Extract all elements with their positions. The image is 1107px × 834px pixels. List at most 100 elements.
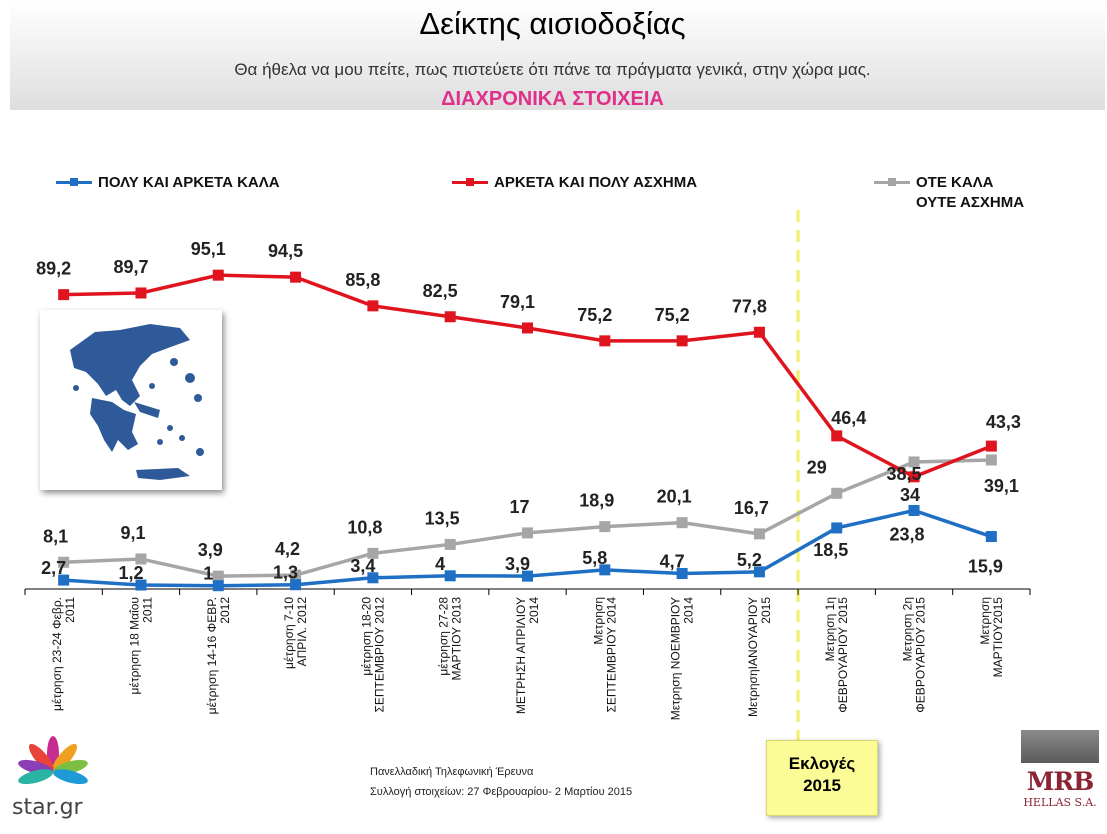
series-bad-data-label: 34 xyxy=(900,485,920,505)
series-bad-point xyxy=(522,322,533,334)
x-tick-label-line: ΜετρησηΙΑΝΟΥΑΡΙΟΥ xyxy=(746,597,760,717)
series-neutral-data-label: 29 xyxy=(807,457,827,477)
legend-neutral-label: ΟΤΕ ΚΑΛΑ ΟΥΤΕ ΑΣΧΗΜΑ xyxy=(916,173,1024,213)
elections-label: Εκλογές xyxy=(788,754,856,773)
series-neutral-point xyxy=(290,569,302,581)
greece-map xyxy=(40,310,222,490)
series-bad-data-label: 85,8 xyxy=(345,270,380,290)
series-good-point xyxy=(58,574,70,586)
series-neutral-data-label: 9,1 xyxy=(120,523,145,543)
star-logo xyxy=(8,732,98,822)
series-bad-data-label: 77,8 xyxy=(732,296,767,316)
x-tick-label: ΜετρησηΣΕΠΤΕΜΒΡΙΟΥ 2014 xyxy=(591,597,618,713)
series-good-point xyxy=(444,570,456,582)
series-neutral-point xyxy=(753,528,765,540)
series-neutral-data-label: 3,9 xyxy=(198,540,223,560)
x-tick-label: μέτρηση 23-24 Φεβρ.2011 xyxy=(50,597,77,711)
series-bad-point xyxy=(212,269,224,281)
legend-neutral-label-line1: ΟΤΕ ΚΑΛΑ xyxy=(916,174,994,191)
mrb-logo-subtext: HELLAS S.A. xyxy=(1023,796,1097,809)
series-neutral-point xyxy=(444,538,456,550)
greece-map-icon xyxy=(70,324,204,480)
series-neutral-point xyxy=(908,456,920,468)
x-tick-label: μέτρηση 18-20ΣΕΠΤΕΜΒΡΙΟΥ 2012 xyxy=(359,597,386,713)
x-tick-label-line: 2014 xyxy=(682,597,696,624)
x-tick-label-line: ΣΕΠΤΕΜΒΡΙΟΥ 2014 xyxy=(604,597,618,713)
series-neutral-point xyxy=(599,521,611,533)
series-bad-point xyxy=(676,335,688,347)
series-bad-point xyxy=(58,289,70,301)
series-neutral-data-label: 20,1 xyxy=(657,487,692,507)
series-good-data-label: 1,3 xyxy=(273,563,298,583)
x-tick-label: μέτρηση 27-28ΜΑΡΤΙΟΥ 2013 xyxy=(437,597,464,681)
x-tick-label: Μετρηση ΝΟΕΜΒΡΙΟΥ2014 xyxy=(669,597,696,721)
series-bad-data-label: 75,2 xyxy=(655,305,690,325)
legend-neutral-label-line2: ΟΥΤΕ ΑΣΧΗΜΑ xyxy=(916,194,1025,211)
mrb-logo-box xyxy=(1021,730,1099,763)
x-tick-label: μέτρηση 18 Μαΐου2011 xyxy=(127,597,154,695)
series-neutral-data-label: 17 xyxy=(509,497,529,517)
series-neutral-data-label: 16,7 xyxy=(734,498,769,518)
x-tick-label: Μετρηση 1ηΦΕΒΡΟΥΑΡΙΟΥ 2015 xyxy=(823,597,850,713)
series-good-data-label: 4 xyxy=(435,554,445,574)
series-neutral-point xyxy=(212,570,224,582)
x-tick-label-line: μέτρηση 18-20 xyxy=(359,597,373,676)
x-tick-label: ΜετρησηΙΑΝΟΥΑΡΙΟΥ2015 xyxy=(746,597,773,717)
series-good-data-label: 15,9 xyxy=(968,557,1003,577)
series-neutral-data-label: 38,5 xyxy=(887,464,922,484)
x-tick-label-line: 2012 xyxy=(218,597,232,624)
x-tick-label-line: μέτρηση 27-28 xyxy=(437,597,451,676)
series-good-data-label: 3,9 xyxy=(505,554,530,574)
series-good-point xyxy=(522,570,533,582)
x-tick-label-line: 2011 xyxy=(63,597,77,623)
series-neutral-point xyxy=(522,527,533,539)
series-bad-data-label: 94,5 xyxy=(268,241,303,261)
x-tick-label-line: μέτρηση 14-16 ΦΕΒΡ. xyxy=(205,597,219,714)
series-bad-point xyxy=(135,287,147,299)
star-logo-text: star.gr xyxy=(12,795,83,820)
legend-good: ΠΟΛΥ ΚΑΙ ΑΡΚΕΤΑ ΚΑΛΑ xyxy=(56,173,280,193)
x-tick-label-line: μέτρηση 7-10 xyxy=(282,597,296,669)
x-tick-label: μέτρηση 7-10ΑΠΡΙΛ. 2012 xyxy=(282,597,309,669)
series-good-data-label: 23,8 xyxy=(890,524,925,544)
x-tick-label-line: Μετρηση 2η xyxy=(901,597,915,661)
page-subtitle: Θα ήθελα να μου πείτε, πως πιστεύετε ότι… xyxy=(234,60,871,79)
series-good-data-label: 2,7 xyxy=(41,558,66,578)
series-neutral-data-label: 18,9 xyxy=(579,491,614,511)
x-tick-label: Μετρηση 2ηΦΕΒΡΟΥΑΡΙΟΥ 2015 xyxy=(901,597,928,713)
x-tick-label-line: Μετρηση 1η xyxy=(823,597,837,661)
series-bad-data-label: 46,4 xyxy=(831,408,866,428)
series-good-point xyxy=(290,579,302,591)
elections-year: 2015 xyxy=(803,776,841,795)
series-good-point xyxy=(676,567,688,579)
x-tick-label-line: 2015 xyxy=(759,597,773,624)
x-tick-label-line: 2014 xyxy=(527,597,541,624)
series-good-point xyxy=(831,522,843,534)
series-neutral-point xyxy=(367,547,379,559)
collection-note: Συλλογή στοιχείων: 27 Φεβρουαρίου- 2 Μαρ… xyxy=(370,786,633,798)
series-neutral-data-label: 13,5 xyxy=(425,508,460,528)
series-good-point xyxy=(985,531,997,543)
series-good-data-label: 1 xyxy=(203,564,213,584)
x-tick-label-line: ΣΕΠΤΕΜΒΡΙΟΥ 2012 xyxy=(372,597,386,713)
series-good-point xyxy=(367,572,379,584)
legend-good-line xyxy=(56,178,92,186)
series-bad-data-label: 89,7 xyxy=(113,257,148,277)
series-neutral-point xyxy=(58,556,70,568)
series-good-data-label: 3,4 xyxy=(350,556,375,576)
series-good-data-label: 4,7 xyxy=(660,551,685,571)
series-neutral-point xyxy=(831,487,843,499)
legend-bad-line xyxy=(452,178,488,186)
legend-good-label: ΠΟΛΥ ΚΑΙ ΑΡΚΕΤΑ ΚΑΛΑ xyxy=(98,174,280,191)
legend-bad-label: ΑΡΚΕΤΑ ΚΑΙ ΠΟΛΥ ΑΣΧΗΜΑ xyxy=(494,174,698,191)
series-bad-point xyxy=(908,471,920,483)
mrb-logo-text: MRB xyxy=(1026,767,1095,796)
series-bad-data-label: 82,5 xyxy=(423,281,458,301)
series-good-data-label: 5,2 xyxy=(737,550,762,570)
x-tick-label-line: μέτρηση 18 Μαΐου xyxy=(127,597,141,694)
header-banner: Δείκτης αισιοδοξίας Θα ήθελα να μου πείτ… xyxy=(10,0,1105,110)
survey-note: Πανελλαδική Τηλεφωνική Έρευνα xyxy=(370,766,534,778)
page-subtitle-timeseries: ΔΙΑΧΡΟΝΙΚΑ ΣΤΟΙΧΕΙΑ xyxy=(441,88,664,110)
series-neutral-point xyxy=(676,517,688,529)
